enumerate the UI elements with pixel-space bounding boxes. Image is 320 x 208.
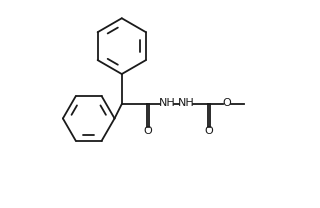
Text: O: O xyxy=(143,126,152,136)
Text: NH: NH xyxy=(159,98,176,108)
Text: O: O xyxy=(223,98,232,108)
Text: O: O xyxy=(204,126,213,136)
Text: NH: NH xyxy=(178,98,194,108)
